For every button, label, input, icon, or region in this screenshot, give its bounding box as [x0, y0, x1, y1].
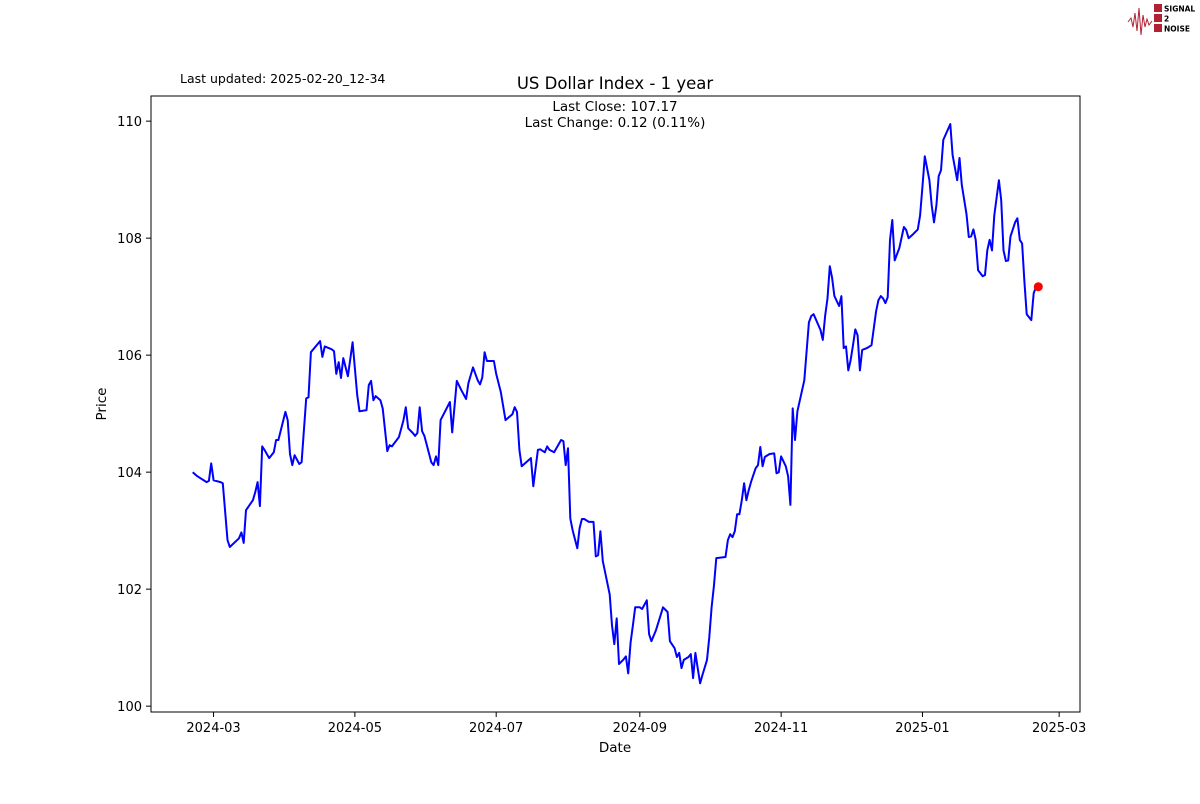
logo-text-2: 2 [1164, 15, 1169, 24]
plot-frame [150, 95, 1081, 713]
last-updated-label: Last updated: 2025-02-20_12-34 [180, 71, 385, 86]
chart-title: US Dollar Index - 1 year [517, 74, 714, 93]
x-tick-label: 2024-09 [613, 721, 667, 736]
x-tick-label: 2024-07 [469, 721, 523, 736]
x-tick-label: 2025-03 [1032, 721, 1086, 736]
logo-text-noise: NOISE [1164, 25, 1190, 34]
logo-text-signal: SIGNAL [1164, 5, 1195, 14]
last-change-annotation: Last Change: 0.12 (0.11%) [525, 115, 706, 131]
last-close-annotation: Last Close: 107.17 [552, 99, 677, 115]
x-tick-label: 2025-01 [895, 721, 949, 736]
x-tick-label: 2024-05 [328, 721, 382, 736]
x-tick-label: 2024-11 [754, 721, 808, 736]
x-axis-label: Date [599, 740, 631, 756]
y-tick-label: 102 [117, 583, 142, 598]
y-tick-label: 110 [117, 115, 142, 130]
y-tick-label: 100 [117, 700, 142, 715]
y-tick-label: 104 [117, 466, 142, 481]
signal-2-noise-logo: SIGNAL 2 NOISE [1127, 4, 1195, 36]
y-axis-ticks: 100 102 104 106 108 110 [117, 115, 151, 715]
y-tick-label: 106 [117, 349, 142, 364]
price-series-line [192, 123, 1039, 685]
last-close-marker [1033, 282, 1043, 292]
y-axis-label: Price [94, 388, 110, 421]
x-tick-label: 2024-03 [186, 721, 240, 736]
y-tick-label: 108 [117, 232, 142, 247]
x-axis-ticks: 2024-03 2024-05 2024-07 2024-09 2024-11 2025-… [186, 712, 1086, 736]
